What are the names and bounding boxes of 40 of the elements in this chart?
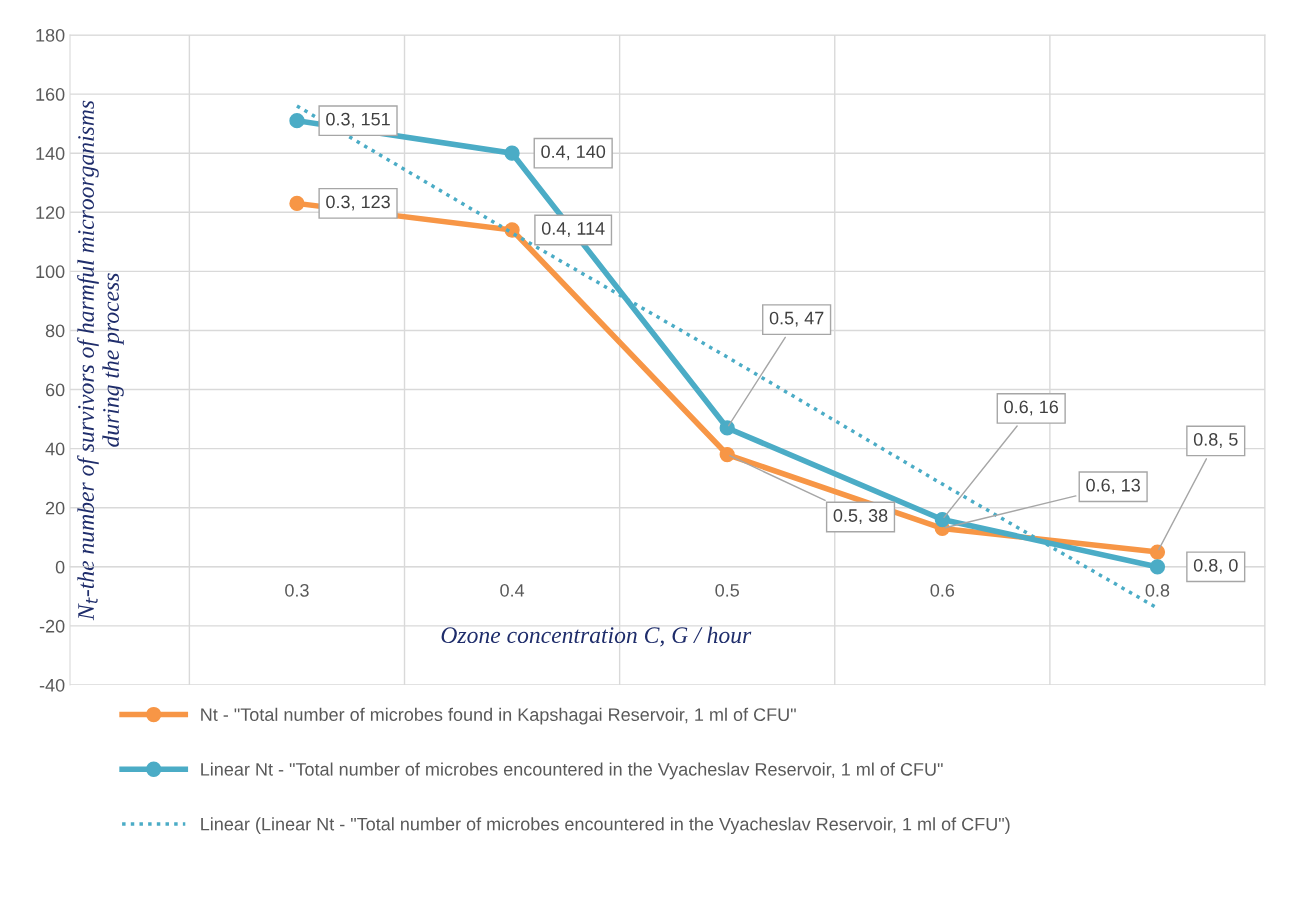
x-tick-label: 0.5	[715, 583, 739, 597]
data-label: 0.4, 114	[541, 222, 605, 237]
data-label: 0.4, 140	[541, 145, 606, 161]
data-label: 0.5, 38	[833, 509, 888, 525]
legend-label: Nt - "Total number of microbes found in Kapshagai Reservoir, 1 ml of CFU"	[201, 707, 796, 725]
y-tick-label: 0	[55, 560, 65, 574]
data-label: 0.6, 16	[1004, 400, 1059, 416]
y-tick-label: 180	[36, 28, 65, 42]
y-tick-label: 40	[45, 442, 65, 456]
x-tick-label: 0.4	[500, 583, 525, 597]
y-tick-label: 160	[36, 88, 65, 101]
y-tick-label: 20	[45, 501, 65, 515]
point	[1149, 544, 1166, 560]
point	[934, 511, 950, 528]
legend-label: Linear Nt - "Total number of microbes encountered in the Vyacheslav Reservoir, 1 ml of CFU"	[201, 762, 943, 780]
y-tick-label: 60	[45, 383, 65, 397]
y-axis-title: N$_{t}$-the number of survivors of harmful microorganisms during the process	[77, 100, 124, 621]
data-label: 0.3, 123	[326, 195, 390, 211]
point	[719, 420, 735, 436]
data-label: 0.5, 47	[769, 311, 824, 327]
point	[289, 113, 305, 129]
data-label: 0.8, 5	[1193, 433, 1238, 448]
y-tick-label: 100	[36, 265, 65, 279]
y-tick-label: -40	[39, 678, 65, 692]
data-label: 0.6, 13	[1086, 478, 1140, 494]
x-tick-label: 0.8	[1145, 583, 1170, 597]
x-axis-title: Ozone concentration C, G / hour	[441, 626, 752, 647]
point	[289, 195, 305, 212]
x-tick-label: 0.3	[285, 583, 309, 597]
point	[719, 446, 735, 463]
data-label: 0.3, 151	[326, 112, 390, 128]
y-tick-label: 120	[36, 206, 65, 219]
y-tick-label: 80	[45, 324, 65, 338]
data-label: 0.8, 0	[1193, 558, 1238, 574]
y-tick-label: -20	[39, 619, 65, 633]
legend-label: Linear (Linear Nt - "Total number of microbes encountered in the Vyacheslav Reservoir, 1 ml of CFU")	[201, 817, 1010, 835]
y-tick-label: 140	[36, 147, 65, 160]
x-tick-label: 0.6	[930, 583, 955, 597]
point	[1149, 559, 1166, 575]
point	[504, 145, 520, 161]
